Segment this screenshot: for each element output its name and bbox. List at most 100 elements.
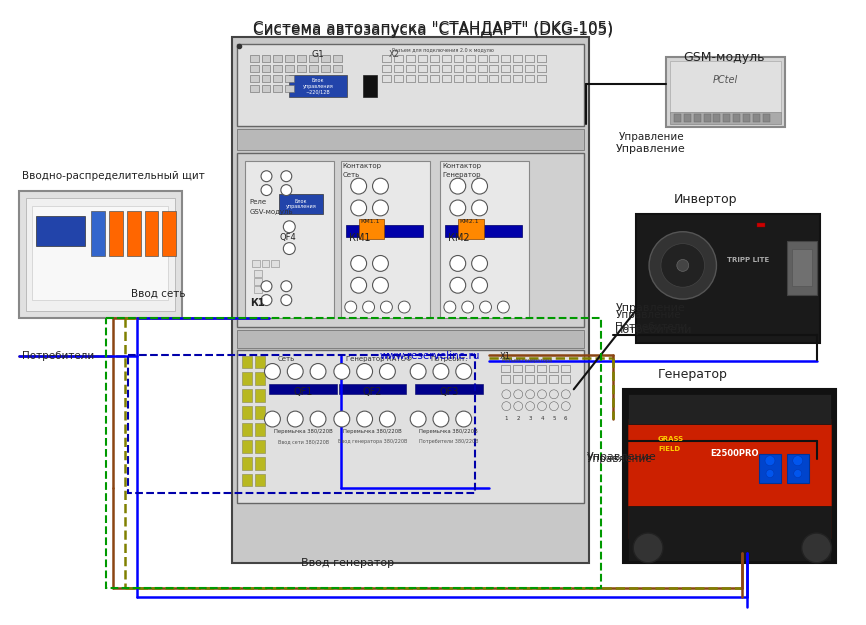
Circle shape bbox=[677, 259, 688, 271]
Text: Разъем для подключения 2.0 к модулю: Разъем для подключения 2.0 к модулю bbox=[392, 48, 494, 53]
Circle shape bbox=[288, 411, 303, 427]
Circle shape bbox=[502, 402, 511, 411]
Bar bbox=[274, 65, 282, 72]
Text: Система автозапуска "СТАНДАРТ" (DKG-105): Система автозапуска "СТАНДАРТ" (DKG-105) bbox=[253, 22, 613, 38]
Circle shape bbox=[261, 171, 272, 182]
Text: Блок
управления: Блок управления bbox=[286, 199, 317, 209]
Bar bbox=[285, 85, 294, 92]
Bar bbox=[628, 419, 831, 538]
Bar bbox=[478, 65, 487, 72]
Bar bbox=[694, 114, 701, 122]
Bar bbox=[255, 457, 264, 469]
Bar bbox=[466, 65, 475, 72]
Bar bbox=[537, 364, 546, 372]
Bar bbox=[280, 194, 323, 214]
Text: Потребители: Потребители bbox=[22, 351, 94, 361]
Circle shape bbox=[345, 301, 357, 313]
Circle shape bbox=[310, 411, 326, 427]
Bar bbox=[406, 55, 415, 63]
Text: Блок
управления
~220/12В: Блок управления ~220/12В bbox=[302, 78, 333, 94]
Circle shape bbox=[351, 278, 366, 293]
Bar bbox=[753, 114, 760, 122]
Bar bbox=[255, 389, 264, 402]
Bar bbox=[792, 249, 811, 286]
Bar bbox=[514, 376, 522, 383]
Bar bbox=[346, 225, 423, 237]
Bar bbox=[36, 216, 85, 246]
Circle shape bbox=[363, 301, 374, 313]
Circle shape bbox=[351, 200, 366, 216]
Circle shape bbox=[462, 301, 474, 313]
Circle shape bbox=[283, 221, 295, 232]
Circle shape bbox=[410, 364, 426, 379]
Circle shape bbox=[802, 533, 831, 562]
Text: 1: 1 bbox=[505, 416, 508, 421]
Bar bbox=[359, 219, 385, 239]
Bar bbox=[309, 55, 318, 63]
Circle shape bbox=[433, 411, 449, 427]
Bar bbox=[440, 161, 529, 318]
Bar bbox=[333, 55, 342, 63]
Bar bbox=[91, 211, 105, 256]
Text: КМ1.1: КМ1.1 bbox=[361, 219, 380, 224]
Bar bbox=[670, 112, 781, 124]
Bar bbox=[489, 55, 499, 63]
Bar bbox=[285, 65, 294, 72]
Text: КМ2: КМ2 bbox=[448, 232, 469, 242]
Bar bbox=[501, 55, 510, 63]
Bar bbox=[734, 114, 740, 122]
Text: Ввод сеть: Ввод сеть bbox=[131, 288, 185, 298]
Text: QF4: QF4 bbox=[280, 232, 297, 242]
Bar bbox=[628, 394, 831, 424]
Bar bbox=[232, 38, 589, 562]
Bar bbox=[236, 129, 584, 151]
Circle shape bbox=[410, 411, 426, 427]
Text: Перемычка 380/220В: Перемычка 380/220В bbox=[419, 429, 478, 434]
Text: PCtel: PCtel bbox=[713, 75, 738, 85]
Text: КМ2.1: КМ2.1 bbox=[460, 219, 480, 224]
Text: Сеть: Сеть bbox=[277, 356, 294, 362]
Text: TRIPP LITE: TRIPP LITE bbox=[727, 258, 770, 264]
Bar bbox=[341, 161, 430, 318]
Text: Управление: Управление bbox=[616, 310, 681, 320]
Bar bbox=[442, 75, 451, 82]
Circle shape bbox=[351, 256, 366, 271]
Circle shape bbox=[357, 364, 372, 379]
Bar bbox=[145, 211, 158, 256]
Bar bbox=[297, 55, 307, 63]
Circle shape bbox=[281, 184, 292, 196]
Bar bbox=[128, 354, 475, 493]
Circle shape bbox=[261, 184, 272, 196]
Bar bbox=[637, 214, 819, 342]
Bar bbox=[242, 372, 252, 386]
Bar bbox=[525, 55, 534, 63]
Bar bbox=[415, 384, 482, 394]
Text: К1: К1 bbox=[249, 298, 264, 308]
Circle shape bbox=[794, 469, 802, 478]
Text: Генератор: Генератор bbox=[442, 173, 481, 178]
Bar bbox=[333, 65, 342, 72]
Bar bbox=[501, 364, 510, 372]
Bar bbox=[514, 55, 522, 63]
Circle shape bbox=[526, 402, 534, 411]
Circle shape bbox=[372, 200, 388, 216]
Bar bbox=[255, 356, 264, 369]
Circle shape bbox=[633, 533, 663, 562]
Bar bbox=[321, 55, 330, 63]
Bar bbox=[458, 219, 483, 239]
Bar bbox=[454, 65, 462, 72]
Text: Перемычка 380/220В: Перемычка 380/220В bbox=[274, 429, 333, 434]
Bar bbox=[670, 61, 781, 112]
Circle shape bbox=[261, 294, 272, 306]
Bar bbox=[109, 211, 123, 256]
Text: X1: X1 bbox=[500, 352, 510, 361]
Circle shape bbox=[549, 402, 559, 411]
Bar bbox=[242, 389, 252, 402]
Bar bbox=[514, 65, 522, 72]
Bar bbox=[249, 75, 259, 82]
Bar bbox=[561, 376, 570, 383]
Circle shape bbox=[449, 200, 466, 216]
Bar bbox=[262, 85, 270, 92]
Bar bbox=[309, 65, 318, 72]
Bar bbox=[285, 55, 294, 63]
